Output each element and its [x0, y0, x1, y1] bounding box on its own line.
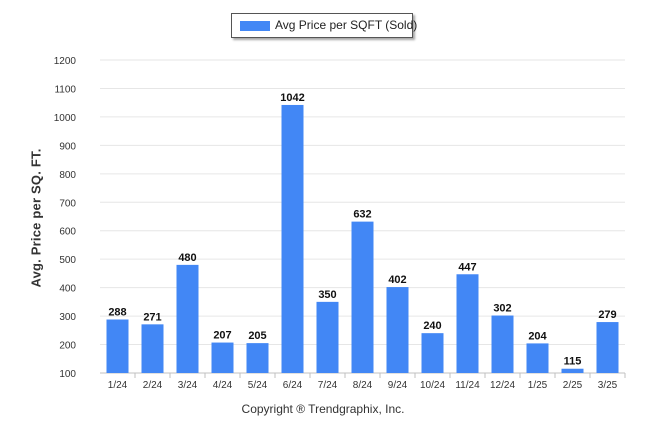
y-tick-label: 100 [59, 369, 76, 380]
data-label: 302 [493, 303, 511, 315]
bar [176, 264, 199, 373]
y-tick-label: 400 [59, 284, 76, 295]
x-tick-label: 2/24 [143, 380, 163, 391]
data-label: 271 [143, 311, 161, 323]
x-tick-label: 6/24 [283, 380, 303, 391]
bar [246, 343, 269, 373]
data-label: 402 [388, 274, 406, 286]
x-tick-label: 12/24 [490, 380, 515, 391]
data-label: 115 [564, 356, 582, 368]
bar [561, 368, 584, 373]
bar [141, 324, 164, 373]
y-tick-label: 800 [59, 170, 76, 181]
x-tick-label: 1/25 [528, 380, 548, 391]
bar [526, 343, 549, 373]
legend-label: Avg Price per SQFT (Sold) [275, 18, 418, 32]
data-label: 240 [423, 320, 441, 332]
x-tick-label: 3/24 [178, 380, 198, 391]
x-tick-label: 9/24 [388, 380, 408, 391]
data-label: 288 [108, 307, 126, 319]
bar [211, 342, 234, 373]
y-tick-label: 900 [59, 141, 76, 152]
x-tick-label: 1/24 [108, 380, 128, 391]
x-tick-label: 5/24 [248, 380, 268, 391]
y-tick-label: 1000 [54, 113, 77, 124]
x-tick-label: 4/24 [213, 380, 233, 391]
x-tick-label: 7/24 [318, 380, 338, 391]
x-tick-label: 2/25 [563, 380, 583, 391]
bar [386, 287, 409, 373]
bar [456, 274, 479, 373]
x-tick-label: 11/24 [455, 380, 480, 391]
bar [106, 319, 129, 373]
x-tick-label: 3/25 [598, 380, 618, 391]
data-label: 480 [178, 252, 196, 264]
bar [351, 221, 374, 373]
y-tick-label: 1100 [54, 84, 76, 95]
y-tick-label: 500 [59, 255, 76, 266]
data-label: 632 [353, 209, 371, 221]
legend-swatch [240, 21, 270, 31]
copyright-footer: Copyright ® Trendgraphix, Inc. [241, 402, 405, 416]
x-tick-label: 8/24 [353, 380, 373, 391]
bar [596, 322, 619, 373]
y-tick-label: 700 [59, 198, 76, 209]
y-tick-label: 600 [59, 227, 76, 238]
bar [281, 104, 304, 373]
bar [421, 333, 444, 373]
data-label: 207 [213, 330, 231, 342]
y-tick-label: 200 [59, 341, 76, 352]
data-label: 204 [528, 330, 547, 342]
bar [491, 315, 514, 373]
data-label: 279 [598, 309, 616, 321]
bar [316, 301, 339, 373]
data-label: 350 [318, 289, 336, 301]
data-label: 447 [458, 261, 476, 273]
data-label: 205 [248, 330, 266, 342]
y-tick-label: 300 [59, 312, 76, 323]
y-tick-label: 1200 [54, 56, 77, 67]
legend: Avg Price per SQFT (Sold) [231, 13, 417, 38]
x-tick-label: 10/24 [420, 380, 445, 391]
y-axis-label: Avg. Price per SQ. FT. [28, 148, 44, 288]
data-label: 1042 [280, 92, 304, 104]
